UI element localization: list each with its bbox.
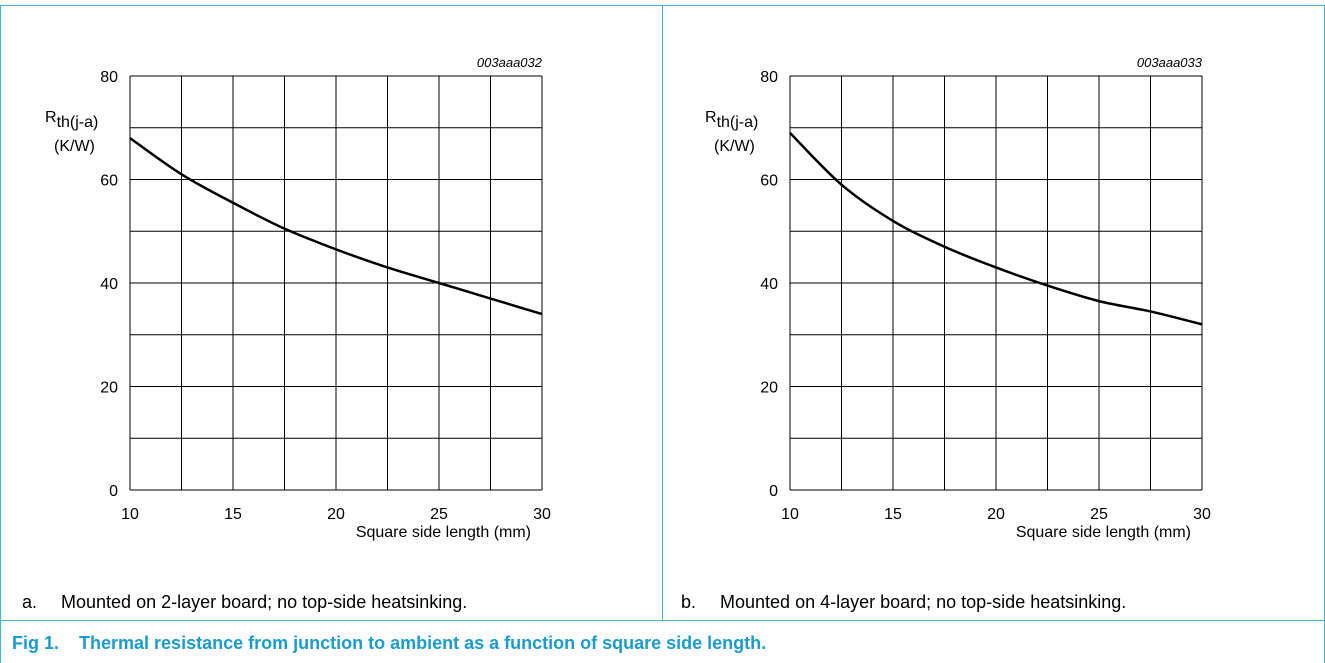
- caption-b-text: Mounted on 4-layer board; no top-side he…: [720, 592, 1127, 612]
- chart-b-x-axis-label: Square side length (mm): [1016, 524, 1191, 541]
- figure-caption: Fig 1. Thermal resistance from junction t…: [12, 633, 766, 654]
- chart-b-series-line: [789, 132, 1203, 326]
- chart-b-ytick-label: 80: [760, 69, 778, 86]
- caption-b: b. Mounted on 4-layer board; no top-side…: [681, 592, 1126, 613]
- chart-a-y-axis-unit: (K/W): [54, 138, 95, 155]
- chart-a-xtick-label: 20: [327, 506, 345, 523]
- chart-a-ytick-label: 0: [109, 483, 118, 500]
- frame-caption-separator: [0, 620, 1325, 621]
- chart-b-ytick-label: 40: [760, 276, 778, 293]
- figure-title: Thermal resistance from junction to ambi…: [79, 633, 767, 653]
- caption-a: a. Mounted on 2-layer board; no top-side…: [22, 592, 467, 613]
- chart-a-figure-code: 003aaa032: [477, 55, 543, 70]
- chart-a-y-axis-label: Rth(j-a): [45, 109, 98, 131]
- chart-b-figure-code: 003aaa033: [1137, 55, 1203, 70]
- frame-left-border: [0, 5, 1, 663]
- chart-a-y-axis-label-sub: th(j-a): [57, 114, 99, 131]
- caption-b-letter: b.: [681, 592, 697, 612]
- chart-b-xtick-label: 25: [1090, 506, 1108, 523]
- chart-b-xtick-label: 15: [884, 506, 902, 523]
- chart-b-xtick-label: 20: [987, 506, 1005, 523]
- chart-a-x-axis-label: Square side length (mm): [356, 524, 531, 541]
- chart-b-ytick-label: 20: [760, 380, 778, 397]
- chart-a-xtick-label: 10: [121, 506, 139, 523]
- chart-a-ytick-label: 80: [100, 69, 118, 86]
- chart-b-y-axis-label: Rth(j-a): [705, 109, 758, 131]
- chart-b-ytick-label: 0: [769, 483, 778, 500]
- chart-a-xtick-label: 30: [533, 506, 551, 523]
- frame-panel-divider: [662, 5, 663, 620]
- chart-b-xtick-label: 30: [1193, 506, 1211, 523]
- caption-a-text: Mounted on 2-layer board; no top-side he…: [61, 592, 468, 612]
- chart-a-ytick-label: 60: [100, 173, 118, 190]
- chart-a-ytick-label: 20: [100, 380, 118, 397]
- chart-b-y-axis-label-sub: th(j-a): [717, 114, 759, 131]
- chart-b-ytick-label: 60: [760, 173, 778, 190]
- chart-a-ytick-label: 40: [100, 276, 118, 293]
- figure-number: Fig 1.: [12, 633, 60, 653]
- chart-b-y-axis-unit: (K/W): [714, 138, 755, 155]
- chart-a-xtick-label: 15: [224, 506, 242, 523]
- chart-b-xtick-label: 10: [781, 506, 799, 523]
- caption-a-letter: a.: [22, 592, 38, 612]
- chart-a-series-line: [129, 137, 543, 316]
- chart-b-y-axis-label-main: R: [705, 109, 717, 126]
- chart-a-y-axis-label-main: R: [45, 109, 57, 126]
- chart-a-xtick-label: 25: [430, 506, 448, 523]
